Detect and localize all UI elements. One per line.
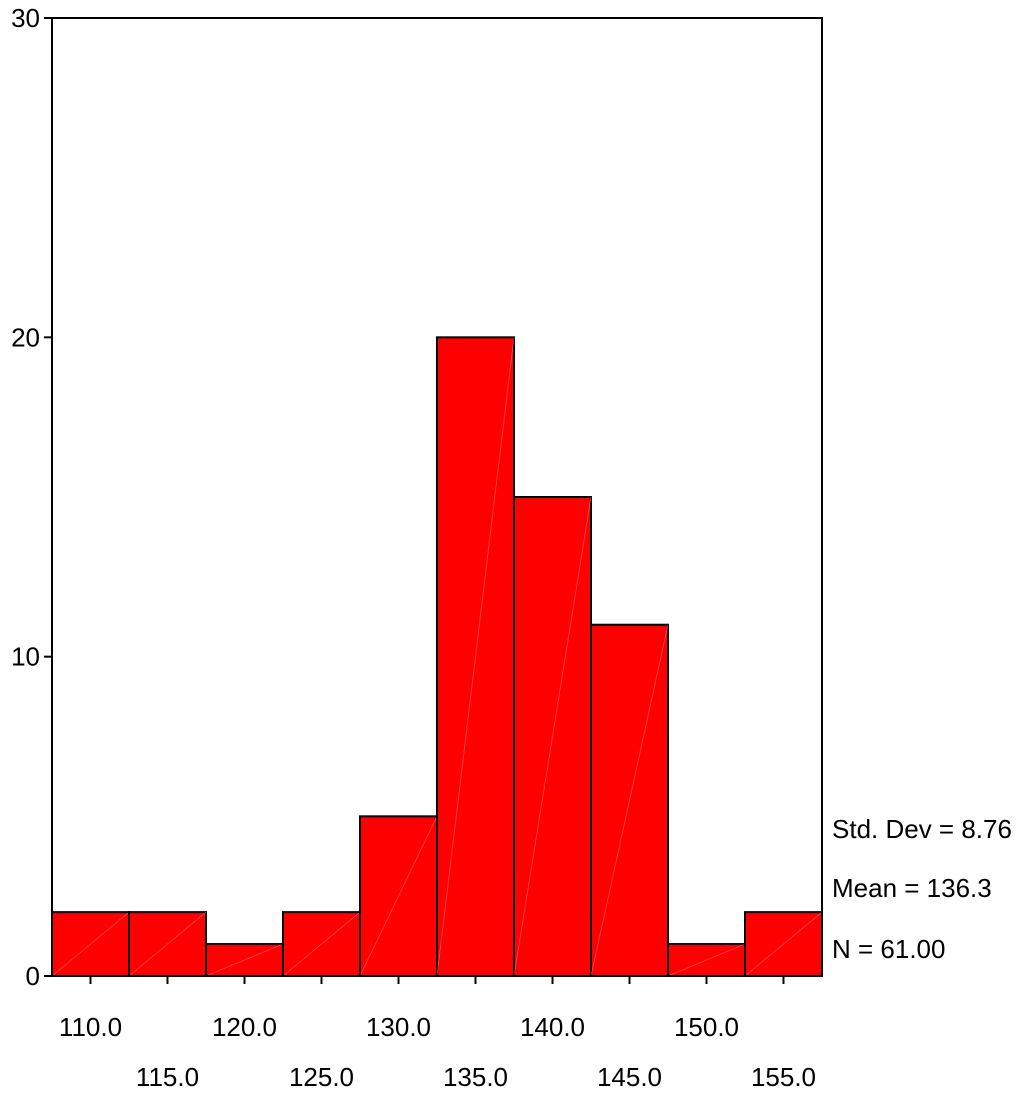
histogram-bar — [744, 911, 823, 978]
bar-diagonal — [51, 911, 130, 977]
bar-diagonal — [744, 911, 823, 977]
x-tick-label: 135.0 — [443, 1062, 508, 1092]
n-label: N = 61.00 — [832, 934, 945, 964]
bar-diagonal — [667, 943, 746, 977]
bar-diagonal — [205, 943, 284, 977]
histogram-bar — [51, 911, 130, 978]
y-axis: 0 10 20 30 — [11, 3, 52, 991]
stats-box: Std. Dev = 8.76 Mean = 136.3 N = 61.00 — [832, 814, 1012, 964]
histogram-bar — [282, 911, 361, 978]
bar-diagonal — [359, 816, 438, 977]
histogram-bar — [436, 336, 515, 978]
x-tick-label: 145.0 — [597, 1062, 662, 1092]
x-tick-label: 140.0 — [520, 1012, 585, 1042]
bars-layer — [51, 336, 823, 978]
plot-frame — [51, 17, 823, 977]
y-tick-label: 10 — [11, 642, 40, 672]
y-tick-label: 0 — [26, 961, 40, 991]
x-tick-label: 120.0 — [212, 1012, 277, 1042]
histogram-bar — [590, 623, 669, 977]
x-tick-label: 125.0 — [289, 1062, 354, 1092]
mean-label: Mean = 136.3 — [832, 873, 992, 903]
y-tick-label: 30 — [11, 3, 40, 33]
x-tick-label: 110.0 — [59, 1012, 122, 1042]
histogram-bar — [128, 911, 207, 978]
std-dev-label: Std. Dev = 8.76 — [832, 814, 1012, 844]
x-axis: 110.0 120.0 130.0 140.0 150.0 115.0 125.0 135.0… — [59, 976, 816, 1092]
bar-diagonal — [590, 624, 669, 977]
x-tick-label: 130.0 — [366, 1012, 431, 1042]
x-tick-label: 150.0 — [674, 1012, 739, 1042]
x-tick-label: 155.0 — [751, 1062, 816, 1092]
histogram-bar — [513, 496, 592, 977]
x-tick-label: 115.0 — [136, 1062, 199, 1092]
bar-diagonal — [282, 911, 361, 977]
histogram-bar — [205, 943, 284, 977]
histogram-bar — [359, 815, 438, 977]
bar-diagonal — [128, 911, 207, 977]
histogram-bar — [667, 943, 746, 977]
bar-diagonal — [436, 337, 515, 977]
bar-diagonal — [513, 496, 592, 977]
y-tick-label: 20 — [11, 322, 40, 352]
